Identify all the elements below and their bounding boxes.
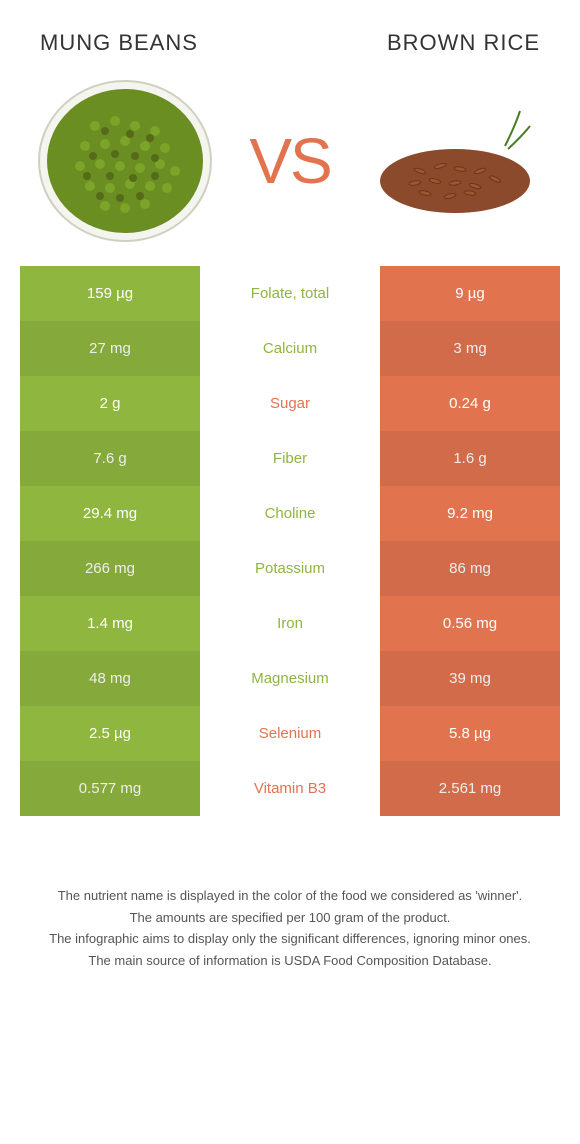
right-value: 3 mg: [380, 321, 560, 376]
left-food-image: [30, 76, 220, 246]
table-row: 266 mgPotassium86 mg: [20, 541, 560, 596]
table-row: 29.4 mgCholine9.2 mg: [20, 486, 560, 541]
nutrient-label: Vitamin B3: [200, 761, 380, 816]
left-value: 2.5 µg: [20, 706, 200, 761]
left-value: 27 mg: [20, 321, 200, 376]
right-value: 9.2 mg: [380, 486, 560, 541]
right-food-image: [360, 76, 550, 246]
header: MUNG BEANS BROWN RICE: [0, 0, 580, 66]
table-row: 2.5 µgSelenium5.8 µg: [20, 706, 560, 761]
left-value: 7.6 g: [20, 431, 200, 486]
right-value: 39 mg: [380, 651, 560, 706]
right-food-title: BROWN RICE: [387, 30, 540, 56]
nutrient-label: Magnesium: [200, 651, 380, 706]
right-value: 9 µg: [380, 266, 560, 321]
left-value: 159 µg: [20, 266, 200, 321]
left-value: 266 mg: [20, 541, 200, 596]
footer-notes: The nutrient name is displayed in the co…: [0, 816, 580, 970]
footer-line: The nutrient name is displayed in the co…: [30, 886, 550, 906]
left-food-title: MUNG BEANS: [40, 30, 198, 56]
left-value: 48 mg: [20, 651, 200, 706]
nutrient-label: Selenium: [200, 706, 380, 761]
nutrient-label: Fiber: [200, 431, 380, 486]
right-value: 1.6 g: [380, 431, 560, 486]
table-row: 2 gSugar0.24 g: [20, 376, 560, 431]
images-row: VS: [0, 66, 580, 266]
nutrient-label: Iron: [200, 596, 380, 651]
left-value: 29.4 mg: [20, 486, 200, 541]
table-row: 1.4 mgIron0.56 mg: [20, 596, 560, 651]
footer-line: The main source of information is USDA F…: [30, 951, 550, 971]
table-row: 159 µgFolate, total9 µg: [20, 266, 560, 321]
left-value: 0.577 mg: [20, 761, 200, 816]
table-row: 0.577 mgVitamin B32.561 mg: [20, 761, 560, 816]
nutrient-label: Calcium: [200, 321, 380, 376]
right-value: 2.561 mg: [380, 761, 560, 816]
table-row: 48 mgMagnesium39 mg: [20, 651, 560, 706]
left-value: 1.4 mg: [20, 596, 200, 651]
nutrient-label: Folate, total: [200, 266, 380, 321]
left-value: 2 g: [20, 376, 200, 431]
right-value: 5.8 µg: [380, 706, 560, 761]
footer-line: The amounts are specified per 100 gram o…: [30, 908, 550, 928]
vs-label: VS: [249, 124, 330, 198]
right-value: 0.56 mg: [380, 596, 560, 651]
right-value: 0.24 g: [380, 376, 560, 431]
table-row: 7.6 gFiber1.6 g: [20, 431, 560, 486]
nutrient-table: 159 µgFolate, total9 µg27 mgCalcium3 mg2…: [20, 266, 560, 816]
right-value: 86 mg: [380, 541, 560, 596]
nutrient-label: Choline: [200, 486, 380, 541]
table-row: 27 mgCalcium3 mg: [20, 321, 560, 376]
footer-line: The infographic aims to display only the…: [30, 929, 550, 949]
nutrient-label: Sugar: [200, 376, 380, 431]
nutrient-label: Potassium: [200, 541, 380, 596]
